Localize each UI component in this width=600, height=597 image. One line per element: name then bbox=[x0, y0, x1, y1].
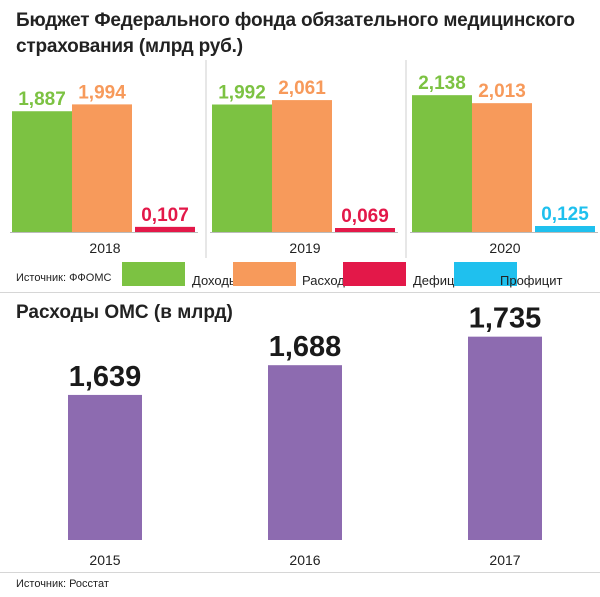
chart1-title: Бюджет Федерального фонда обязательного … bbox=[16, 10, 575, 57]
x-tick-label-2020: 2020 bbox=[489, 240, 520, 256]
chart2-title: Расходы ОМС (в млрд) bbox=[16, 302, 233, 323]
bar-Профицит-2020 bbox=[535, 226, 595, 232]
bar-label-oms-2015: 1,639 bbox=[69, 361, 142, 393]
legend-label-rashody: Расходы bbox=[302, 273, 355, 288]
bar-label-Доходы-2020: 2,138 bbox=[418, 73, 466, 94]
x-tick-label-2019: 2019 bbox=[289, 240, 320, 256]
legend-swatch-dohody bbox=[122, 262, 185, 286]
bar-oms-2015 bbox=[68, 394, 142, 540]
bar-Доходы-2018 bbox=[12, 111, 72, 232]
bar-label-Дефицит-2018: 0,107 bbox=[141, 205, 189, 226]
legend-swatch-deficit bbox=[343, 262, 406, 286]
bar-label-Доходы-2019: 1,992 bbox=[218, 83, 266, 104]
bar-Расходы-2018 bbox=[72, 104, 132, 232]
legend-label-dohody: Доходы bbox=[192, 273, 239, 288]
bar-Расходы-2020 bbox=[472, 103, 532, 232]
legend-label-proficit: Профицит bbox=[500, 273, 563, 288]
bar-oms-2017 bbox=[468, 336, 542, 540]
x-tick-label-2016: 2016 bbox=[289, 552, 320, 568]
bar-label-Расходы-2018: 1,994 bbox=[78, 82, 126, 103]
section-divider bbox=[0, 292, 600, 293]
chart1-plot: 1,887 1,994 0,107 2018 1,992 2,061 0,069 2019 2,… bbox=[10, 60, 598, 258]
chart1-source: Источник: ФФОМС bbox=[16, 272, 112, 284]
legend-label-deficit: Дефицит bbox=[413, 273, 468, 288]
chart2-source: Источник: Росстат bbox=[16, 578, 109, 590]
x-tick-label-2015: 2015 bbox=[89, 552, 120, 568]
bar-Доходы-2019 bbox=[212, 104, 272, 232]
bar-oms-2016 bbox=[268, 365, 342, 540]
bar-label-Доходы-2018: 1,887 bbox=[18, 89, 66, 110]
x-tick-label-2018: 2018 bbox=[89, 240, 120, 256]
legend-swatch-proficit bbox=[454, 262, 517, 286]
x-tick-label-2017: 2017 bbox=[489, 552, 520, 568]
bar-Доходы-2020 bbox=[412, 95, 472, 232]
chart2-plot: 1,639 2015 1,688 2016 1,735 2017 bbox=[68, 303, 542, 568]
bar-label-Расходы-2020: 2,013 bbox=[478, 81, 526, 102]
bar-label-Профицит-2020: 0,125 bbox=[541, 204, 589, 225]
bar-Дефицит-2018 bbox=[135, 226, 195, 232]
legend-swatch-rashody bbox=[233, 262, 296, 286]
bar-label-oms-2016: 1,688 bbox=[269, 331, 342, 363]
bar-label-oms-2017: 1,735 bbox=[469, 303, 542, 335]
bar-Расходы-2019 bbox=[272, 100, 332, 232]
footer-divider bbox=[0, 572, 600, 573]
bar-Дефицит-2019 bbox=[335, 228, 395, 232]
bar-label-Дефицит-2019: 0,069 bbox=[341, 206, 389, 227]
bar-label-Расходы-2019: 2,061 bbox=[278, 78, 326, 99]
